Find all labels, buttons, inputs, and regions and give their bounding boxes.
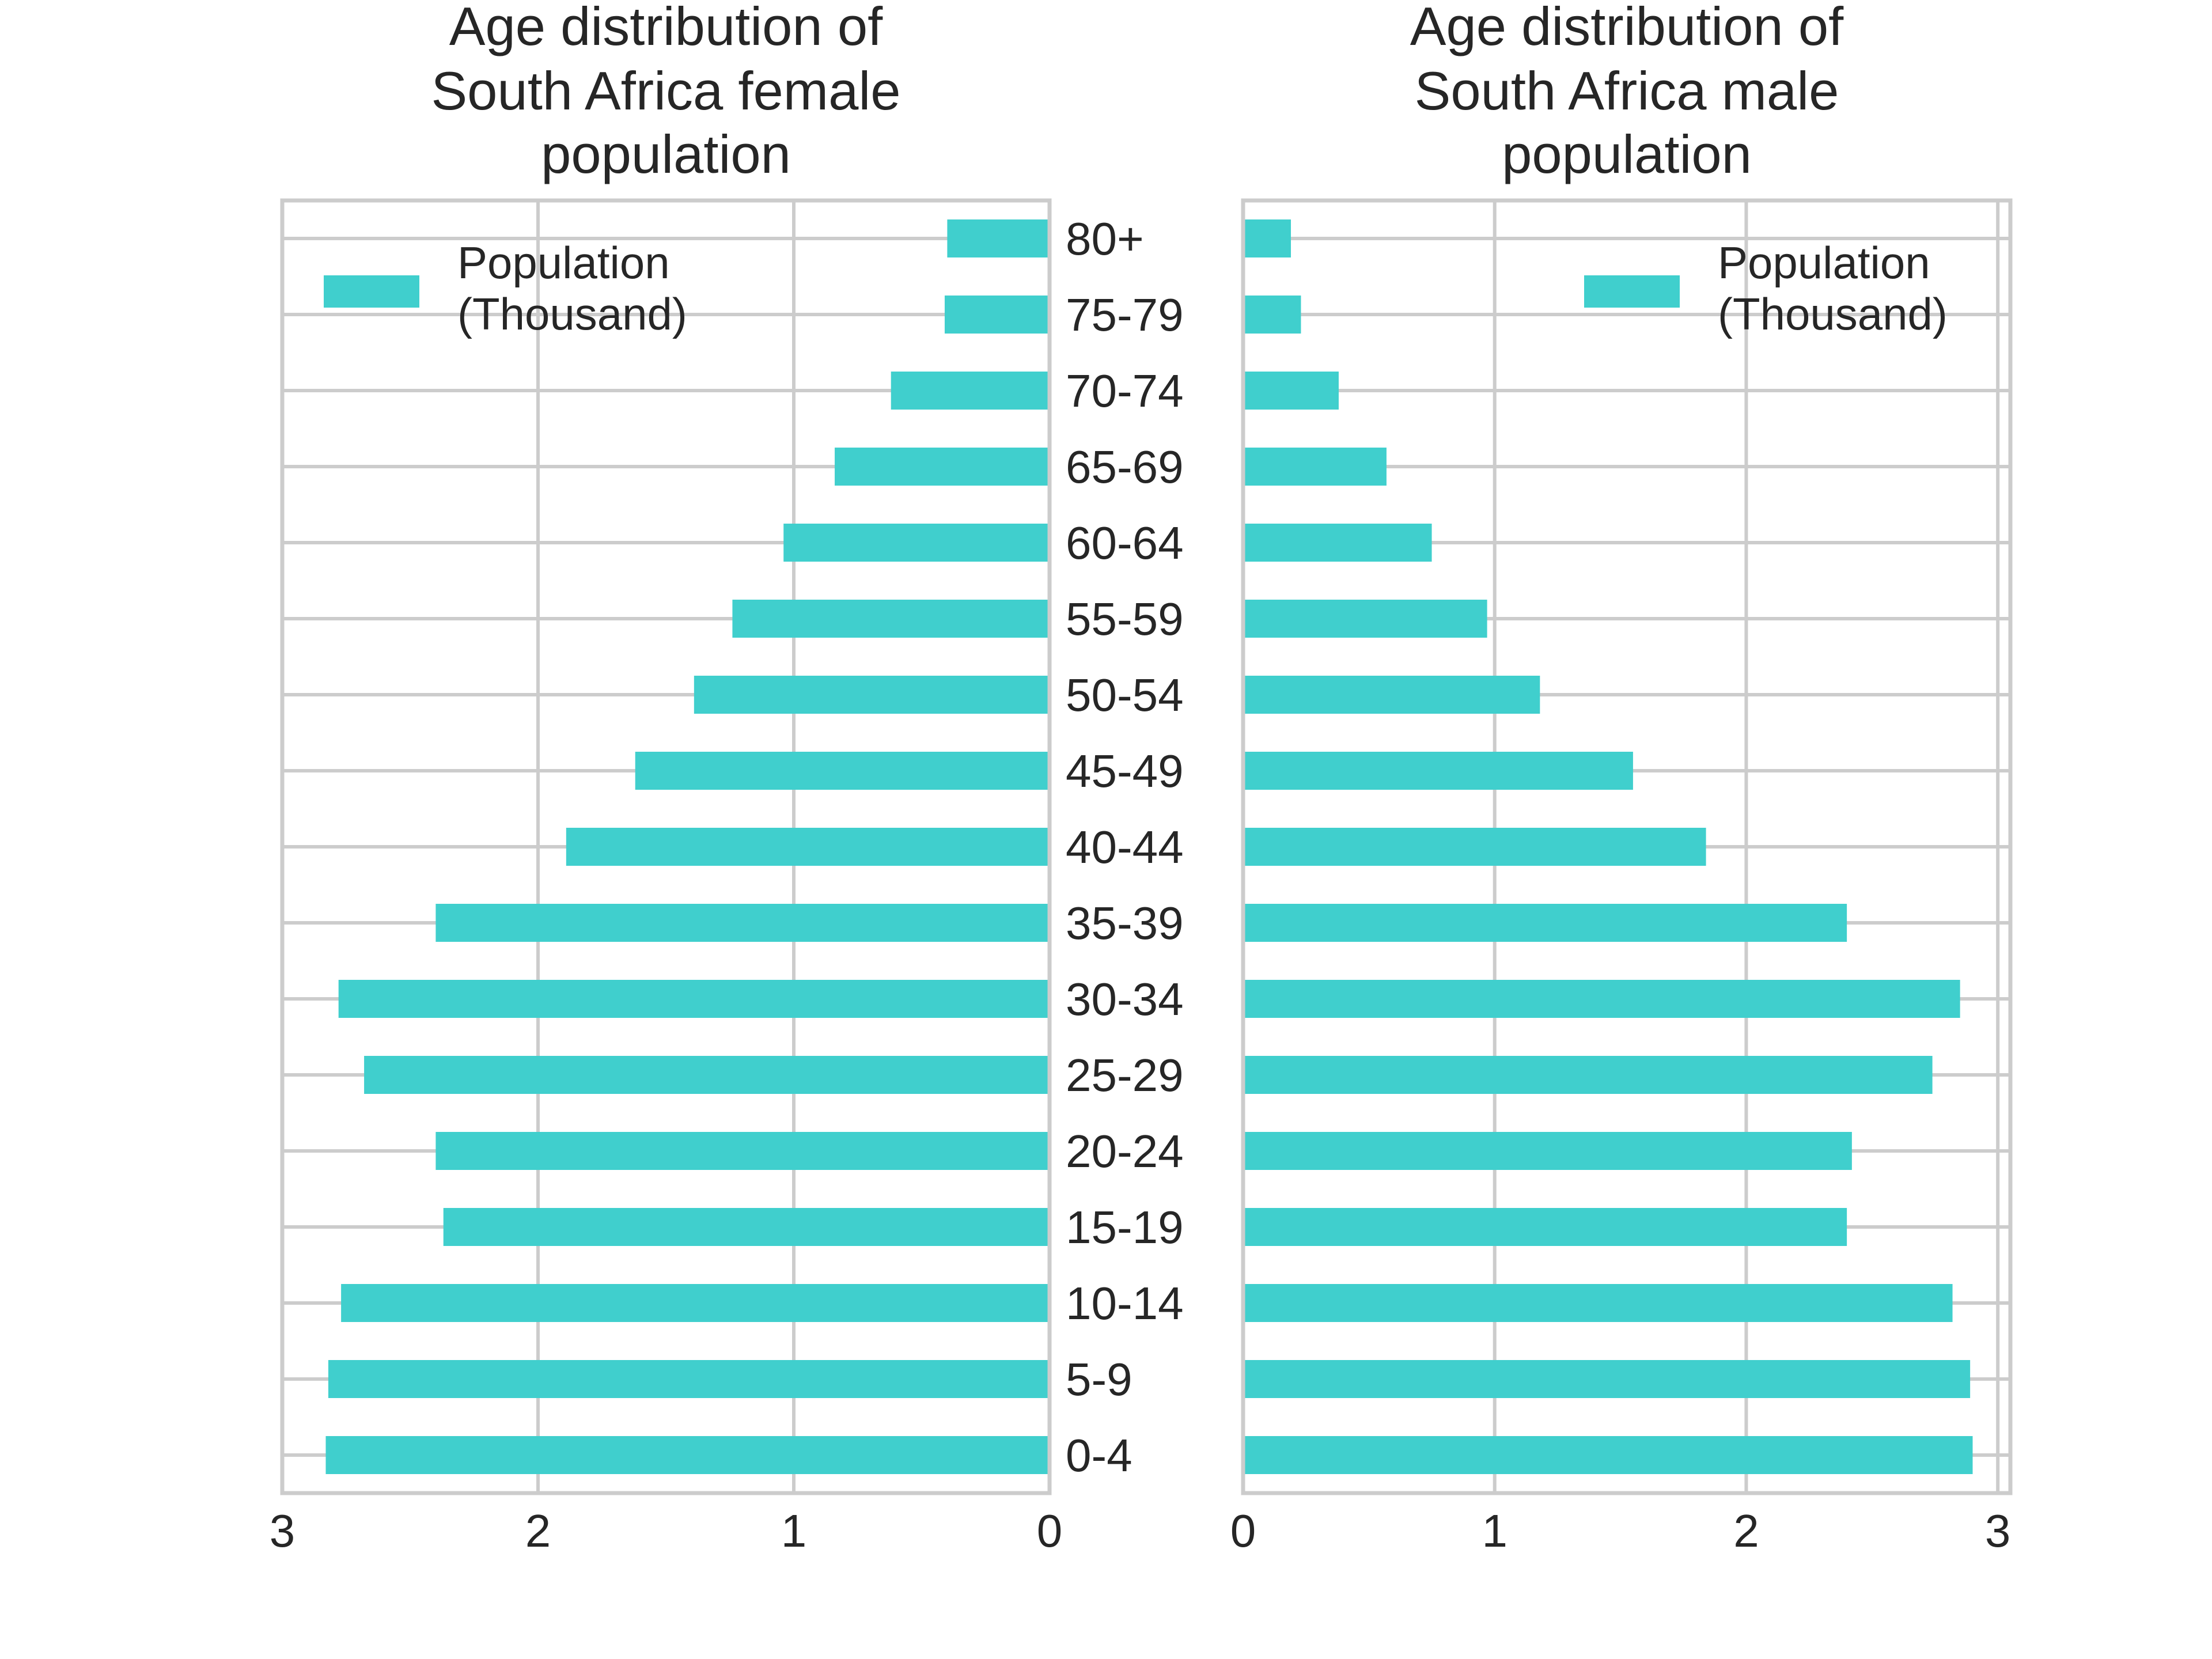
female-bar-75-79 <box>944 296 1050 334</box>
age-label-15-19: 15-19 <box>1066 1202 1184 1253</box>
age-label-35-39: 35-39 <box>1066 897 1184 949</box>
female-legend: Population (Thousand) <box>324 237 687 339</box>
age-label-50-54: 50-54 <box>1066 669 1184 721</box>
female-chart-title-line-3: population <box>541 124 791 184</box>
male-bar-65-69 <box>1243 448 1387 486</box>
age-label-55-59: 55-59 <box>1066 593 1184 645</box>
female-chart-title-line-2: South Africa female <box>431 60 900 121</box>
male-x-tick-label: 1 <box>1482 1505 1508 1556</box>
female-bar-55-59 <box>732 600 1050 638</box>
female-bar-50-54 <box>694 676 1050 714</box>
female-x-tick-label: 0 <box>1037 1505 1063 1556</box>
male-plot-frame <box>1241 198 2013 1495</box>
male-bar-25-29 <box>1243 1056 1933 1094</box>
female-bar-20-24 <box>435 1132 1050 1170</box>
female-bar-40-44 <box>566 828 1050 866</box>
female-chart-title-line-1: Age distribution of <box>449 0 883 56</box>
age-group-labels: 0-4 5-9 10-14 15-19 20-24 25-29 30-34 35-39 40-4… <box>1066 213 1184 1481</box>
female-bar-35-39 <box>435 904 1050 942</box>
female-bars <box>325 219 1050 1474</box>
female-x-tick-label: 3 <box>270 1505 296 1556</box>
male-bar-5-9 <box>1243 1360 1971 1398</box>
age-label-40-44: 40-44 <box>1066 821 1184 873</box>
female-legend-label-line-2: (Thousand) <box>457 289 687 339</box>
female-bar-60-64 <box>783 524 1050 562</box>
age-label-10-14: 10-14 <box>1066 1278 1184 1329</box>
female-bar-65-69 <box>835 448 1050 486</box>
male-bar-35-39 <box>1243 904 1847 942</box>
male-chart-title-line-2: South Africa male <box>1415 60 1839 121</box>
male-bars <box>1243 219 1973 1474</box>
male-legend-label-line-1: Population <box>1718 237 1930 288</box>
male-legend-label-line-2: (Thousand) <box>1718 289 1948 339</box>
age-label-5-9: 5-9 <box>1066 1354 1132 1405</box>
male-bar-30-34 <box>1243 980 1960 1018</box>
male-x-tick-label: 3 <box>1985 1505 2011 1556</box>
female-panel: 3 2 1 0 Age distribution of South Africa fe… <box>270 0 1063 1556</box>
male-x-ticks: 0 1 2 3 <box>1230 1505 2011 1556</box>
male-bar-75-79 <box>1243 296 1301 334</box>
female-x-tick-label: 2 <box>525 1505 551 1556</box>
female-bar-10-14 <box>341 1284 1050 1322</box>
male-bar-80+ <box>1243 219 1291 257</box>
age-label-60-64: 60-64 <box>1066 517 1184 569</box>
male-bar-0-4 <box>1243 1436 1973 1474</box>
female-legend-label-line-1: Population <box>457 237 670 288</box>
male-x-tick-label: 2 <box>1733 1505 1759 1556</box>
age-label-20-24: 20-24 <box>1066 1126 1184 1177</box>
male-chart-title-line-1: Age distribution of <box>1410 0 1844 56</box>
male-x-tick-label: 0 <box>1230 1505 1256 1556</box>
male-chart-title-line-3: population <box>1502 124 1752 184</box>
female-bar-0-4 <box>325 1436 1050 1474</box>
female-bar-15-19 <box>443 1208 1050 1246</box>
age-label-30-34: 30-34 <box>1066 974 1184 1025</box>
female-bar-70-74 <box>891 372 1050 410</box>
male-bar-70-74 <box>1243 372 1339 410</box>
age-label-65-69: 65-69 <box>1066 441 1184 493</box>
male-bar-20-24 <box>1243 1132 1852 1170</box>
age-label-25-29: 25-29 <box>1066 1050 1184 1101</box>
male-panel: 0 1 2 3 Age distribution of South Africa ma… <box>1230 0 2013 1556</box>
female-bar-30-34 <box>338 980 1050 1018</box>
age-label-75-79: 75-79 <box>1066 289 1184 340</box>
male-bar-40-44 <box>1243 828 1706 866</box>
age-label-70-74: 70-74 <box>1066 365 1184 416</box>
age-label-45-49: 45-49 <box>1066 745 1184 797</box>
male-bar-55-59 <box>1243 600 1487 638</box>
male-legend: Population (Thousand) <box>1584 237 1948 339</box>
male-bar-10-14 <box>1243 1284 1953 1322</box>
male-bar-50-54 <box>1243 676 1540 714</box>
female-x-ticks: 3 2 1 0 <box>270 1505 1063 1556</box>
male-bar-15-19 <box>1243 1208 1847 1246</box>
female-legend-swatch <box>324 275 419 308</box>
female-bar-45-49 <box>635 752 1050 790</box>
age-label-80+: 80+ <box>1066 213 1144 264</box>
age-label-0-4: 0-4 <box>1066 1430 1132 1481</box>
female-x-tick-label: 1 <box>781 1505 807 1556</box>
female-plot-frame <box>280 198 1052 1495</box>
male-bar-60-64 <box>1243 524 1432 562</box>
male-bar-45-49 <box>1243 752 1633 790</box>
female-bar-25-29 <box>364 1056 1050 1094</box>
female-bar-5-9 <box>328 1360 1050 1398</box>
male-legend-swatch <box>1584 275 1680 308</box>
female-bar-80+ <box>947 219 1050 257</box>
